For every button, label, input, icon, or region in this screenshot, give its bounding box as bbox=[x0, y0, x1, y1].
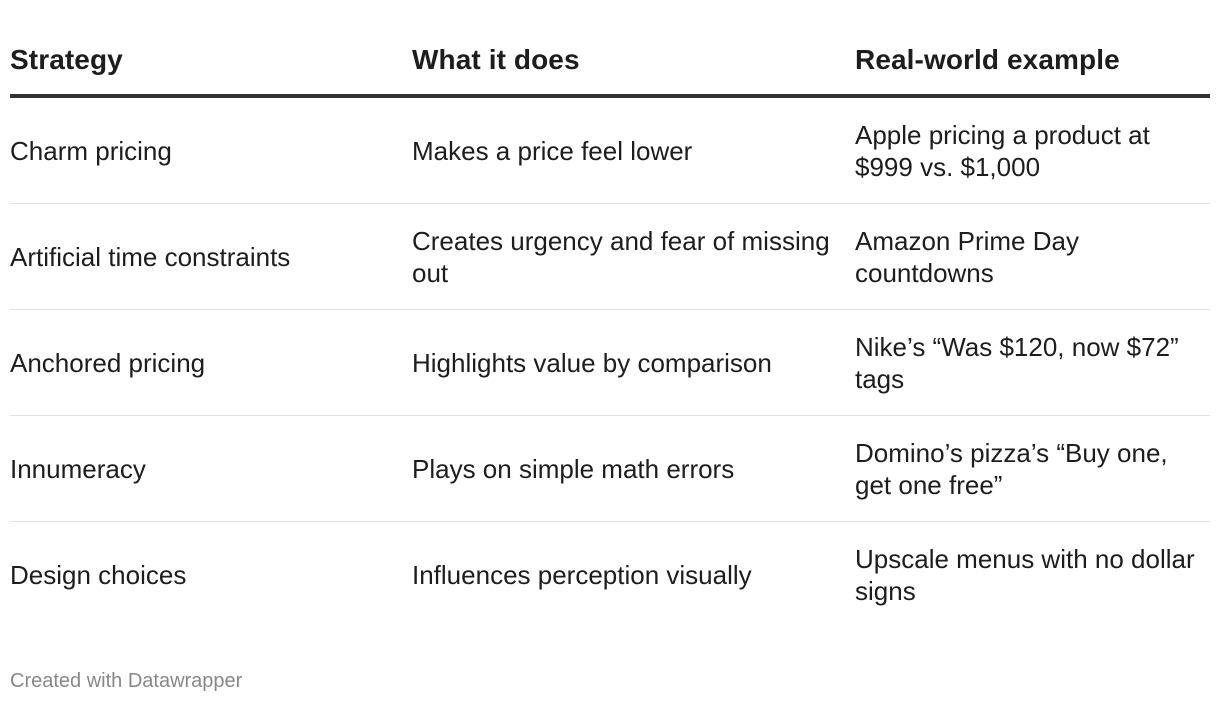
cell-example: Upscale menus with no dollar signs bbox=[855, 544, 1195, 606]
header-what-it-does: What it does bbox=[412, 44, 580, 75]
table-row: Anchored pricing Highlights value by com… bbox=[10, 310, 1210, 416]
table-header-row: Strategy What it does Real-world example bbox=[10, 0, 1210, 98]
cell-example: Amazon Prime Day countdowns bbox=[855, 225, 1079, 288]
table-row: Artificial time constraints Creates urge… bbox=[10, 204, 1210, 310]
cell-strategy: Charm pricing bbox=[10, 135, 172, 166]
cell-what-it-does: Plays on simple math errors bbox=[412, 453, 735, 484]
cell-strategy: Design choices bbox=[10, 560, 187, 590]
table-row: Design choices Influences perception vis… bbox=[10, 522, 1210, 628]
cell-example: Apple pricing a product at $999 vs. $1,0… bbox=[855, 119, 1150, 182]
cell-what-it-does: Influences perception visually bbox=[412, 560, 752, 590]
cell-strategy: Innumeracy bbox=[10, 453, 146, 484]
footer-credit: Created with Datawrapper bbox=[10, 670, 243, 692]
table-row: Innumeracy Plays on simple math errors D… bbox=[10, 416, 1210, 522]
header-real-world-example: Real-world example bbox=[855, 44, 1120, 75]
data-table: Strategy What it does Real-world example… bbox=[10, 0, 1210, 628]
cell-example: Nike’s “Was $120, now $72” tags bbox=[855, 331, 1179, 394]
cell-strategy: Anchored pricing bbox=[10, 347, 206, 378]
cell-example: Domino’s pizza’s “Buy one, get one free” bbox=[855, 437, 1168, 500]
cell-what-it-does: Makes a price feel lower bbox=[412, 135, 693, 166]
cell-what-it-does: Creates urgency and fear of missing out bbox=[412, 225, 830, 288]
header-strategy: Strategy bbox=[10, 44, 123, 75]
cell-strategy: Artificial time constraints bbox=[10, 241, 291, 272]
cell-what-it-does: Highlights value by comparison bbox=[412, 347, 772, 378]
table-row: Charm pricing Makes a price feel lower A… bbox=[10, 98, 1210, 204]
